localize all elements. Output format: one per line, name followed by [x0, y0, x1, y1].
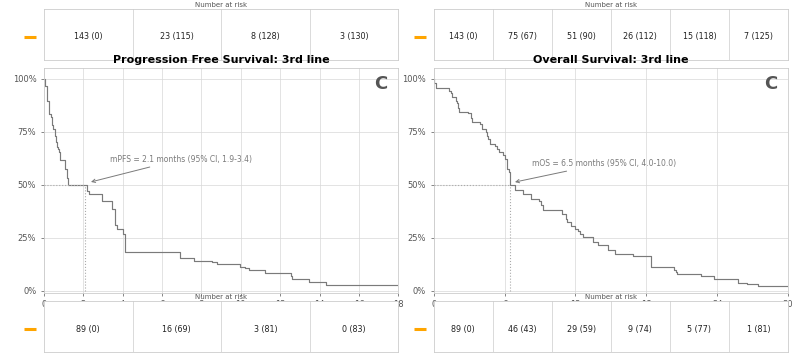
Text: C: C [764, 75, 778, 93]
Text: 143 (0): 143 (0) [449, 32, 478, 42]
Text: 16 (69): 16 (69) [162, 325, 191, 334]
Text: 3 (130): 3 (130) [340, 32, 368, 42]
Text: 89 (0): 89 (0) [451, 325, 475, 334]
Title: Number at risk: Number at risk [585, 2, 637, 8]
Text: 1 (81): 1 (81) [746, 325, 770, 334]
Text: 0 (83): 0 (83) [342, 325, 366, 334]
Text: 29 (59): 29 (59) [566, 325, 596, 334]
Text: 23 (115): 23 (115) [160, 32, 194, 42]
Text: 8 (128): 8 (128) [251, 32, 280, 42]
X-axis label: Months: Months [201, 312, 242, 322]
Text: C: C [374, 75, 388, 93]
Text: 3 (81): 3 (81) [254, 325, 278, 334]
Text: mPFS = 2.1 months (95% CI, 1.9-3.4): mPFS = 2.1 months (95% CI, 1.9-3.4) [92, 155, 252, 182]
Text: 143 (0): 143 (0) [74, 32, 102, 42]
Title: Overall Survival: 3rd line: Overall Survival: 3rd line [533, 55, 689, 65]
X-axis label: Months: Months [590, 312, 631, 322]
Text: 26 (112): 26 (112) [623, 32, 658, 42]
Text: 75 (67): 75 (67) [508, 32, 537, 42]
Text: 51 (90): 51 (90) [567, 32, 596, 42]
Text: 5 (77): 5 (77) [687, 325, 711, 334]
Text: 7 (125): 7 (125) [744, 32, 773, 42]
Text: 46 (43): 46 (43) [508, 325, 537, 334]
Title: Number at risk: Number at risk [195, 294, 247, 300]
Text: mOS = 6.5 months (95% CI, 4.0-10.0): mOS = 6.5 months (95% CI, 4.0-10.0) [516, 159, 676, 183]
Text: 9 (74): 9 (74) [629, 325, 652, 334]
Title: Number at risk: Number at risk [195, 2, 247, 8]
Text: 15 (118): 15 (118) [682, 32, 716, 42]
Title: Progression Free Survival: 3rd line: Progression Free Survival: 3rd line [113, 55, 330, 65]
Title: Number at risk: Number at risk [585, 294, 637, 300]
Text: 89 (0): 89 (0) [77, 325, 100, 334]
